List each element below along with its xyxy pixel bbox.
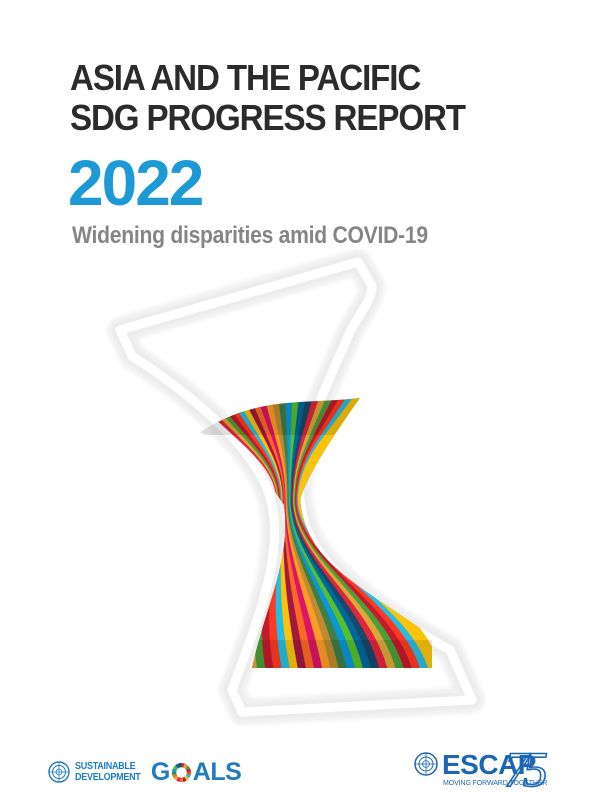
sdg-wheel-segment — [185, 773, 191, 778]
escap-75-numeral: 75 — [504, 741, 547, 792]
escap-logo: ESCAP MOVING FORWARD TOGETHER 75 — [414, 740, 554, 792]
sdg-wheel-segment — [181, 762, 185, 768]
sdg-wheel-segment — [171, 767, 177, 772]
sdg-logo: SUSTAINABLE DEVELOPMENT G ALS — [48, 754, 242, 790]
sdg-color-ribbon — [200, 398, 432, 668]
report-title: ASIA AND THE PACIFIC SDG PROGRESS REPORT — [70, 58, 530, 138]
escap-tagline: MOVING FORWARD TOGETHER — [443, 780, 548, 787]
sdg-wheel-segment — [176, 776, 181, 782]
escap-75-anniversary-mark: 75 — [503, 740, 554, 792]
report-subtitle: Widening disparities amid COVID-19 — [72, 222, 428, 249]
sdg-logo-line-1: SUSTAINABLE — [75, 761, 136, 772]
sdg-wheel-segment — [184, 764, 190, 770]
goals-wordmark: G ALS — [150, 757, 242, 787]
sdg-logo-text: SUSTAINABLE DEVELOPMENT — [75, 761, 141, 783]
sdg-wheel-segment — [174, 763, 180, 769]
sdg-wheel-segment — [184, 775, 189, 781]
sdg-wheel-segment — [171, 771, 177, 775]
sdg-wheel-segment — [182, 776, 187, 782]
sdg-wheel-segment — [173, 775, 179, 781]
goals-letter-g: G — [150, 757, 170, 786]
un-emblem-icon — [414, 752, 438, 776]
sdg-wheel-segment — [177, 762, 182, 768]
report-year: 2022 — [68, 147, 204, 219]
sdg-logo-line-2: DEVELOPMENT — [75, 772, 141, 783]
sdg-wheel-segment — [179, 777, 184, 782]
report-title-line-2: SDG PROGRESS REPORT — [70, 97, 466, 138]
sdg-wheel-segment — [172, 773, 178, 778]
report-title-line-1: ASIA AND THE PACIFIC — [70, 57, 421, 98]
sdg-wheel-segment — [186, 771, 191, 775]
sdg-wheel-segment — [185, 767, 191, 772]
escap-wordmark: ESCAP — [442, 749, 536, 780]
sdg-wheel-segment — [183, 763, 188, 769]
un-emblem-icon — [48, 761, 70, 783]
sdg-wheel-icon — [171, 762, 191, 782]
sdg-wheel-segment — [172, 764, 178, 770]
goals-letters-als: ALS — [192, 757, 242, 786]
